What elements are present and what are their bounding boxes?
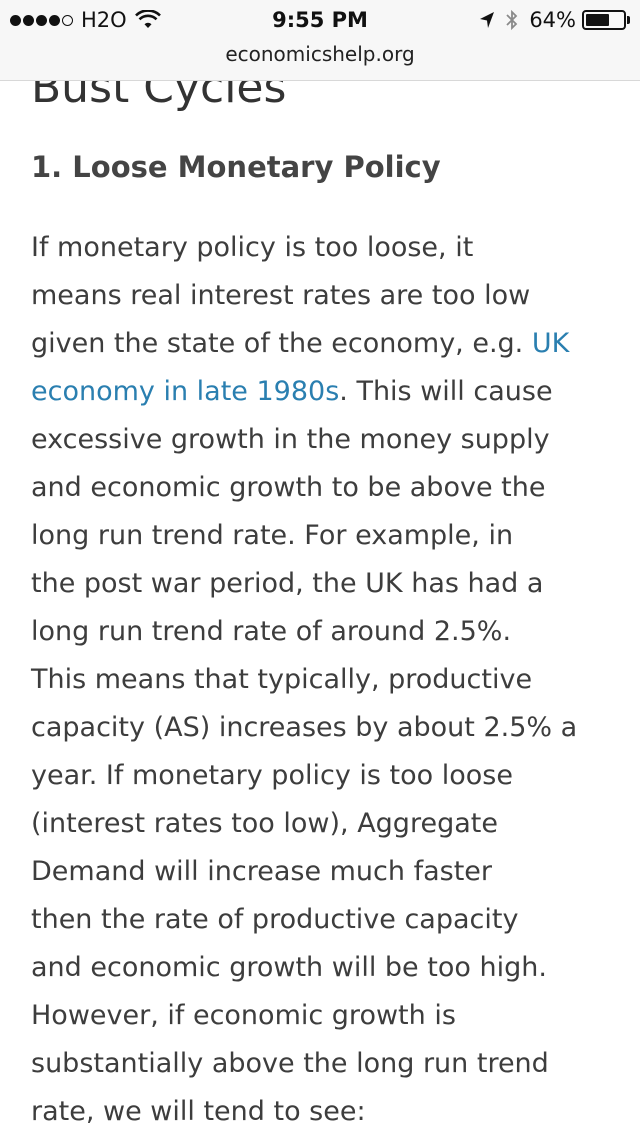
article-paragraph: If monetary policy is too loose, it mean…: [31, 224, 621, 1136]
paragraph-line: substantially above the long run trend: [31, 1048, 549, 1079]
uk-economy-link-cont[interactable]: economy in late 1980s: [31, 376, 340, 407]
carrier-name: H2O: [81, 8, 127, 32]
paragraph-line: capacity (AS) increases by about 2.5% a: [31, 712, 578, 743]
paragraph-line: rate, we will tend to see:: [31, 1096, 366, 1127]
battery-nub: [627, 16, 630, 24]
carrier-group: H2O: [10, 8, 161, 32]
paragraph-text: . This will cause: [339, 376, 553, 407]
section-heading: 1. Loose Monetary Policy: [31, 150, 441, 184]
signal-dot: [36, 14, 47, 26]
paragraph-line: economy in late 1980s. This will cause: [31, 368, 621, 416]
paragraph-line: If monetary policy is too loose, it: [31, 232, 474, 263]
paragraph-line: then the rate of productive capacity: [31, 904, 519, 935]
paragraph-line: means real interest rates are too low: [31, 280, 531, 311]
right-status-group: 64%: [479, 8, 630, 32]
paragraph-line: long run trend rate. For example, in: [31, 520, 514, 551]
signal-dot: [49, 14, 60, 26]
paragraph-line: This means that typically, productive: [31, 664, 533, 695]
address-bar-url[interactable]: economicshelp.org: [225, 42, 415, 66]
signal-strength-icon: [10, 14, 75, 26]
location-arrow-icon: [480, 12, 495, 28]
status-bar: H2O 9:55 PM 64% economicshelp.org: [0, 0, 640, 81]
battery-percent: 64%: [529, 8, 576, 32]
status-row: H2O 9:55 PM 64%: [0, 6, 640, 36]
signal-dot: [10, 14, 21, 26]
bluetooth-icon: [506, 9, 518, 31]
signal-dot: [62, 14, 73, 26]
signal-dot: [23, 14, 34, 26]
paragraph-line: Demand will increase much faster: [31, 856, 493, 887]
uk-economy-link[interactable]: UK: [531, 328, 570, 359]
paragraph-line: and economic growth to be above the: [31, 472, 546, 503]
paragraph-line: long run trend rate of around 2.5%.: [31, 616, 512, 647]
paragraph-line: given the state of the economy, e.g. UK: [31, 320, 621, 368]
paragraph-line: the post war period, the UK has had a: [31, 568, 544, 599]
clock: 9:55 PM: [272, 8, 368, 32]
battery-fill: [586, 14, 610, 26]
wifi-icon: [134, 10, 161, 28]
paragraph-line: year. If monetary policy is too loose: [31, 760, 513, 791]
paragraph-line: and economic growth will be too high.: [31, 952, 547, 983]
paragraph-line: (interest rates too low), Aggregate: [31, 808, 498, 839]
battery-icon: [582, 10, 626, 30]
paragraph-line: However, if economic growth is: [31, 1000, 456, 1031]
paragraph-line: excessive growth in the money supply: [31, 424, 550, 455]
paragraph-text: given the state of the economy, e.g.: [31, 328, 532, 359]
